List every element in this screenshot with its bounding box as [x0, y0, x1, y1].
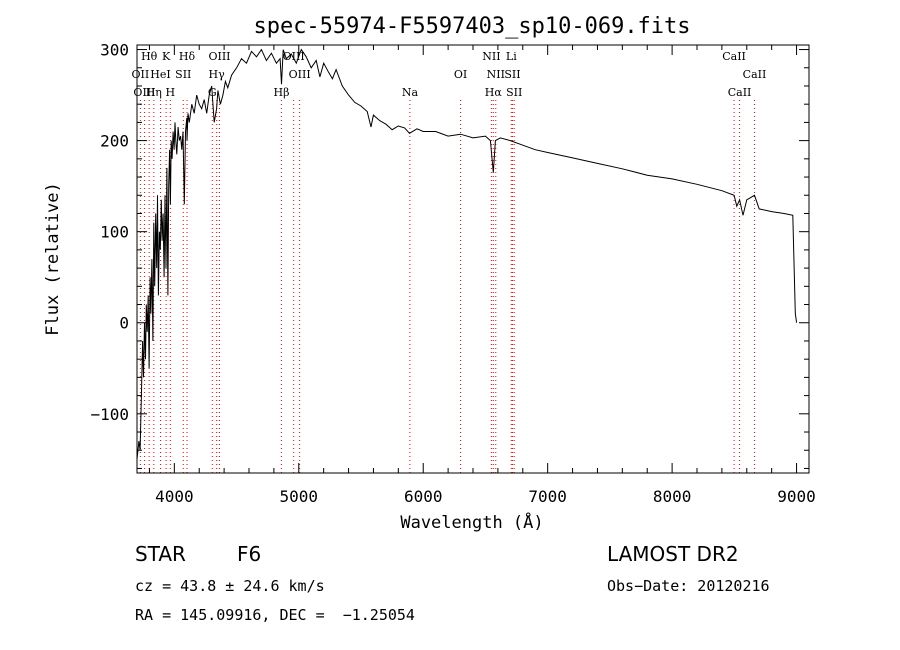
line-marker-label: CaII	[743, 68, 767, 81]
survey-label: LAMOST DR2	[607, 542, 739, 566]
chart-title: spec-55974-F5597403_sp10-069.fits	[253, 14, 690, 39]
subclass-label: F6	[237, 542, 262, 566]
line-marker-label: Hα	[485, 86, 503, 99]
y-axis-ticks: −100 0 100 200 300	[90, 41, 809, 469]
line-marker-label: Na	[402, 86, 419, 99]
obs-date-text: Obs−Date: 20120216	[607, 577, 770, 595]
emission-line-markers	[139, 100, 755, 473]
line-marker-label: Hβ	[274, 86, 290, 99]
y-tick-label: 300	[100, 41, 129, 60]
plot-frame	[136, 44, 810, 474]
y-tick-label: 200	[100, 132, 129, 151]
x-tick-label: 4000	[155, 487, 194, 506]
line-marker-label: OII	[132, 68, 150, 81]
x-tick-label: 5000	[280, 487, 319, 506]
x-tick-label: 7000	[528, 487, 567, 506]
line-marker-label: OIII	[289, 68, 311, 81]
y-tick-label: −100	[90, 405, 129, 424]
x-axis-label: Wavelength (Å)	[400, 511, 543, 533]
x-axis-ticks: 4000 5000 6000 7000 8000 9000	[148, 45, 816, 506]
line-marker-label: Hγ	[209, 68, 226, 81]
line-marker-label: Li	[506, 50, 517, 63]
line-marker-label: OI	[454, 68, 467, 81]
line-marker-label: OIII	[208, 50, 230, 63]
line-marker-label: OIII	[133, 86, 155, 99]
x-tick-label: 6000	[404, 487, 443, 506]
line-marker-label: SII	[506, 86, 522, 99]
line-marker-label: Hη	[146, 86, 162, 99]
x-tick-label: 8000	[653, 487, 692, 506]
y-tick-label: 0	[119, 314, 129, 333]
line-marker-label: HeI	[150, 68, 170, 81]
line-marker-label: K	[162, 50, 171, 63]
line-marker-label: Hθ	[141, 50, 158, 63]
line-marker-label: NII	[487, 68, 505, 81]
line-marker-label: CaII	[728, 86, 752, 99]
spectrum-line	[136, 48, 798, 460]
line-marker-label: NII	[482, 50, 500, 63]
radec-text: RA = 145.09916, DEC = −1.25054	[135, 606, 415, 624]
x-tick-label: 9000	[777, 487, 816, 506]
line-marker-label: SII	[504, 68, 520, 81]
line-marker-label: H	[166, 86, 176, 99]
line-marker-label: Hδ	[179, 50, 196, 63]
class-label: STAR	[135, 542, 186, 566]
line-marker-label: SII	[175, 68, 191, 81]
redshift-text: cz = 43.8 ± 24.6 km/s	[135, 577, 325, 595]
line-marker-label: CaII	[722, 50, 746, 63]
y-axis-label: Flux (relative)	[43, 182, 63, 336]
y-tick-label: 100	[100, 223, 129, 242]
